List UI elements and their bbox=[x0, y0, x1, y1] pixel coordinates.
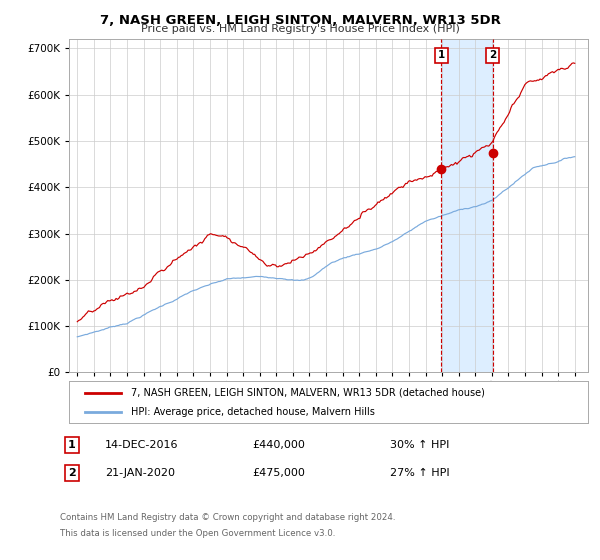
Text: 7, NASH GREEN, LEIGH SINTON, MALVERN, WR13 5DR (detached house): 7, NASH GREEN, LEIGH SINTON, MALVERN, WR… bbox=[131, 388, 485, 398]
Text: HPI: Average price, detached house, Malvern Hills: HPI: Average price, detached house, Malv… bbox=[131, 407, 375, 417]
Text: 7, NASH GREEN, LEIGH SINTON, MALVERN, WR13 5DR: 7, NASH GREEN, LEIGH SINTON, MALVERN, WR… bbox=[100, 14, 500, 27]
Text: This data is licensed under the Open Government Licence v3.0.: This data is licensed under the Open Gov… bbox=[60, 529, 335, 538]
Text: 1: 1 bbox=[438, 50, 445, 60]
Bar bbox=[442, 39, 493, 372]
Text: Price paid vs. HM Land Registry's House Price Index (HPI): Price paid vs. HM Land Registry's House … bbox=[140, 24, 460, 34]
Text: Contains HM Land Registry data © Crown copyright and database right 2024.: Contains HM Land Registry data © Crown c… bbox=[60, 514, 395, 522]
Text: 27% ↑ HPI: 27% ↑ HPI bbox=[390, 468, 449, 478]
Text: £440,000: £440,000 bbox=[252, 440, 305, 450]
Text: 1: 1 bbox=[68, 440, 76, 450]
Text: 21-JAN-2020: 21-JAN-2020 bbox=[105, 468, 175, 478]
Text: £475,000: £475,000 bbox=[252, 468, 305, 478]
Text: 2: 2 bbox=[489, 50, 496, 60]
Text: 14-DEC-2016: 14-DEC-2016 bbox=[105, 440, 179, 450]
Text: 2: 2 bbox=[68, 468, 76, 478]
Text: 30% ↑ HPI: 30% ↑ HPI bbox=[390, 440, 449, 450]
